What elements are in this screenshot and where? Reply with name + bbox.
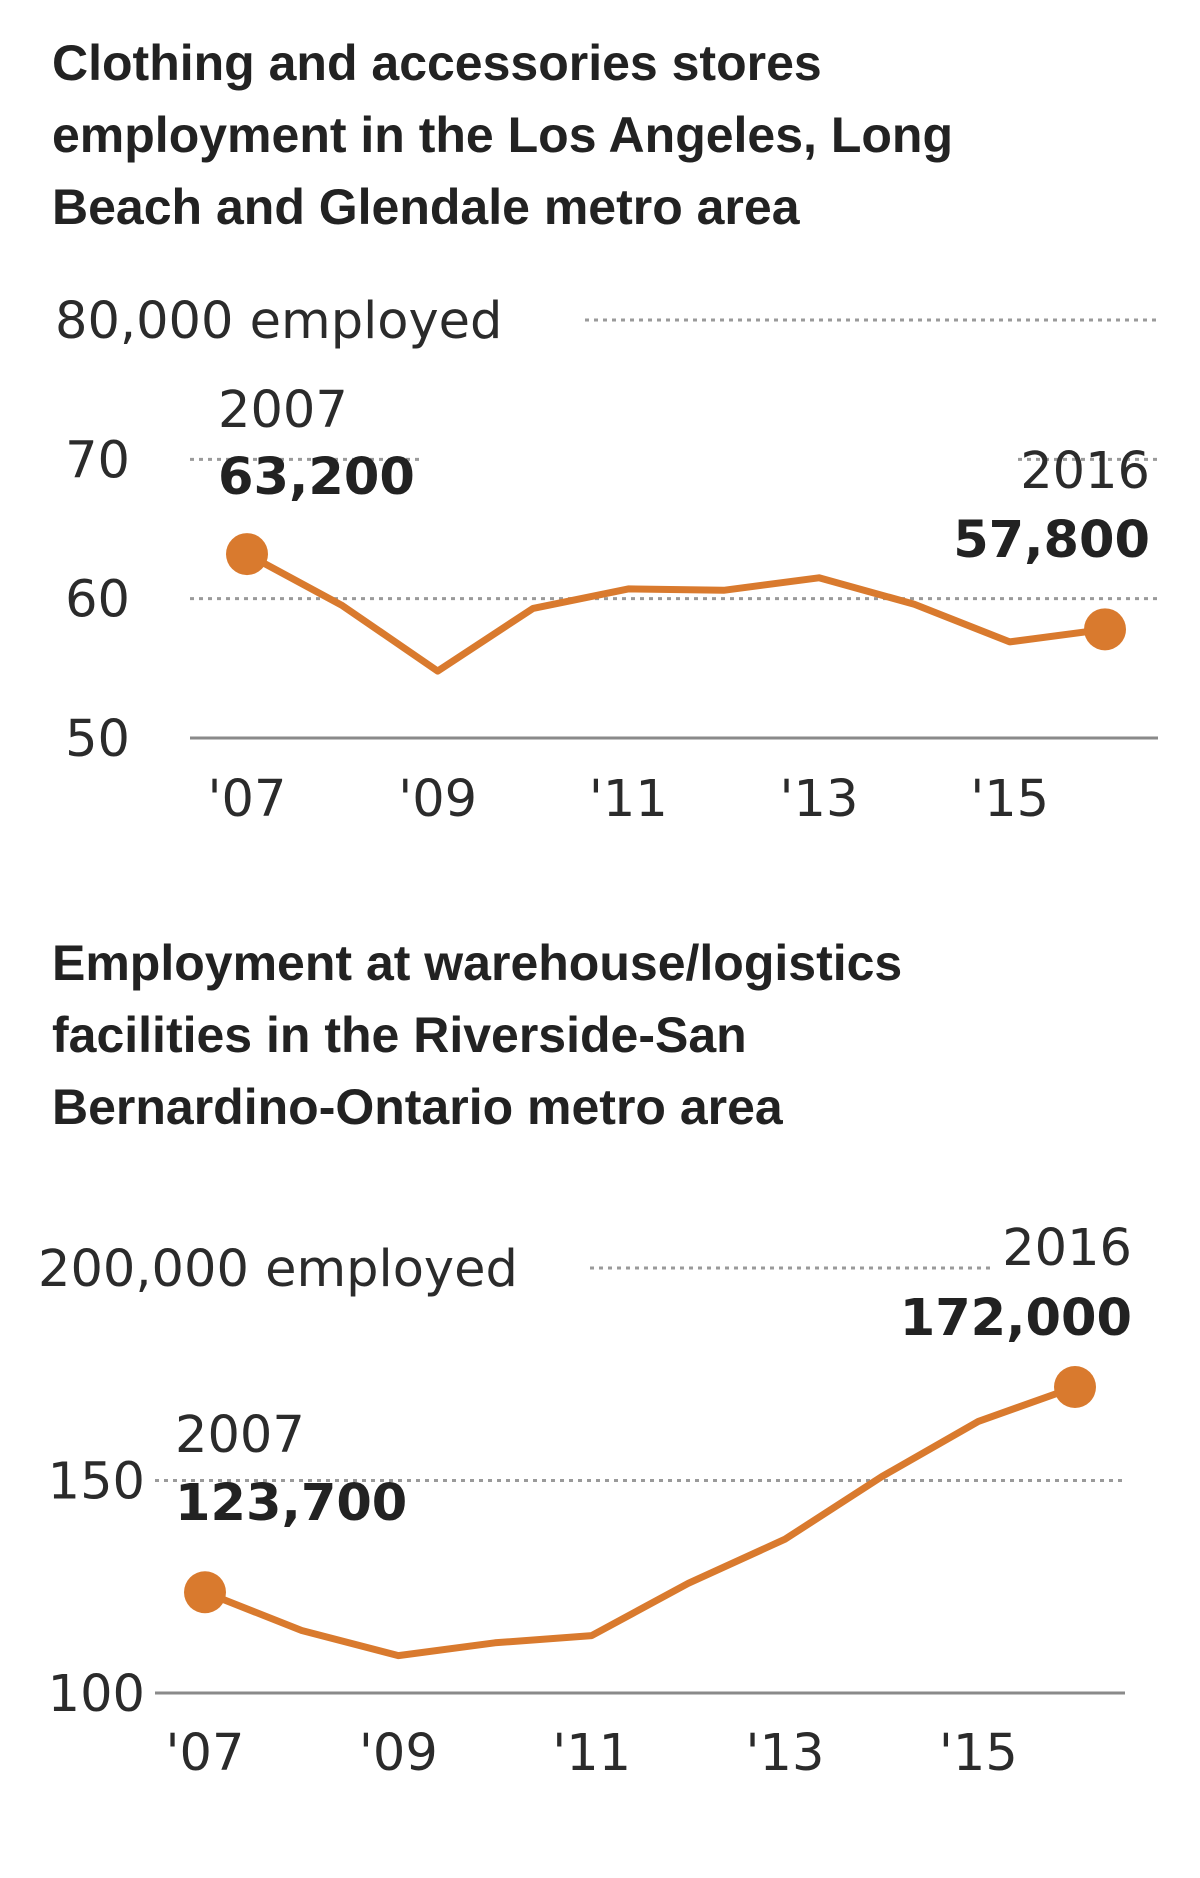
y-tick-label: 100 [48,1665,145,1724]
y-tick-label: 80,000 employed [55,292,502,351]
chart-title-line: Bernardino-Ontario metro area [52,1079,784,1135]
gridlines [190,318,1158,740]
x-tick-label: '09 [359,1724,438,1783]
x-tick-label: '11 [552,1724,631,1783]
endpoint-marker [226,533,268,576]
clothing-employment-chart: Clothing and accessories stores employme… [52,35,1158,829]
x-tick-label: '15 [970,770,1049,829]
end-value-label: 172,000 [900,1289,1132,1348]
start-year-label: 2007 [218,381,348,440]
chart-title-line: Beach and Glendale metro area [52,179,801,235]
end-year-label: 2016 [1002,1219,1132,1278]
end-value-label: 57,800 [953,511,1150,570]
start-value-label: 63,200 [218,448,415,507]
chart-title-line: facilities in the Riverside-San [52,1007,747,1063]
y-tick-label: 200,000 employed [38,1240,518,1299]
y-tick-label: 60 [65,571,130,630]
y-tick-label: 70 [65,431,130,490]
series-line [243,550,1109,675]
y-tick-label: 150 [48,1453,145,1512]
start-value-label: 123,700 [175,1474,407,1533]
y-axis-ticks: 200,000 employed 150 100 [38,1240,518,1724]
x-tick-label: '13 [746,1724,825,1783]
endpoint-markers [226,533,1126,651]
x-tick-label: '09 [398,770,477,829]
x-tick-label: '07 [166,1724,245,1783]
x-axis-ticks: '07 '09 '11 '13 '15 [208,770,1050,829]
x-tick-label: '11 [589,770,668,829]
warehouse-employment-chart: Employment at warehouse/logistics facili… [38,935,1132,1783]
y-axis-ticks: 80,000 employed 70 60 50 [55,292,502,769]
y-tick-label: 50 [65,710,130,769]
x-tick-label: '13 [780,770,859,829]
series-line [201,1383,1079,1660]
gridlines [155,1266,1125,1695]
chart-title-line: Clothing and accessories stores [52,35,822,91]
x-tick-label: '07 [208,770,287,829]
x-axis-ticks: '07 '09 '11 '13 '15 [166,1724,1018,1783]
chart-title-line: employment in the Los Angeles, Long [52,107,953,163]
chart-title-line: Employment at warehouse/logistics [52,935,902,991]
endpoint-marker [1084,608,1126,651]
end-year-label: 2016 [1020,442,1150,501]
endpoint-marker [184,1571,226,1614]
x-tick-label: '15 [939,1724,1018,1783]
start-year-label: 2007 [175,1406,305,1465]
endpoint-marker [1054,1366,1096,1408]
endpoint-markers [184,1366,1096,1614]
